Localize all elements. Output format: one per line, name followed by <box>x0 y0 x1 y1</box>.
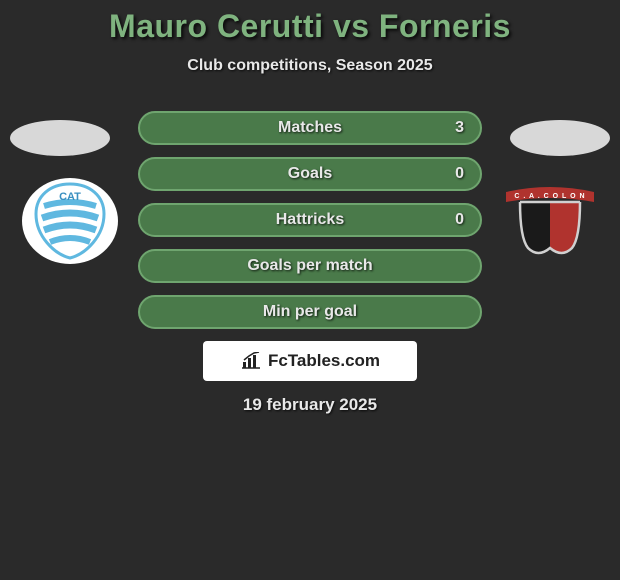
stat-row-goals-per-match: Goals per match <box>138 249 482 283</box>
stat-row-hattricks: Hattricks 0 <box>138 203 482 237</box>
stat-label: Goals <box>288 165 332 183</box>
stat-label: Hattricks <box>276 211 344 229</box>
club-badge-left: CAT <box>20 176 120 266</box>
comparison-card: Mauro Cerutti vs Forneris Club competiti… <box>0 0 620 415</box>
stat-value: 3 <box>455 119 464 137</box>
page-title: Mauro Cerutti vs Forneris <box>0 8 620 45</box>
player-photo-right <box>510 120 610 156</box>
stat-label: Min per goal <box>263 303 357 321</box>
stat-row-goals: Goals 0 <box>138 157 482 191</box>
stat-row-matches: Matches 3 <box>138 111 482 145</box>
subtitle: Club competitions, Season 2025 <box>0 57 620 75</box>
svg-text:C . A . C O L O N: C . A . C O L O N <box>514 193 585 200</box>
stat-value: 0 <box>455 165 464 183</box>
svg-text:CAT: CAT <box>59 191 81 203</box>
player-photo-left <box>10 120 110 156</box>
stat-label: Matches <box>278 119 342 137</box>
stat-value: 0 <box>455 211 464 229</box>
stats-list: Matches 3 Goals 0 Hattricks 0 Goals per … <box>138 111 482 329</box>
stat-row-min-per-goal: Min per goal <box>138 295 482 329</box>
chart-icon <box>240 352 262 370</box>
branding-badge: FcTables.com <box>203 341 417 381</box>
stat-label: Goals per match <box>247 257 372 275</box>
branding-text: FcTables.com <box>268 351 380 371</box>
club-badge-right: C . A . C O L O N <box>500 176 600 266</box>
date-text: 19 february 2025 <box>0 395 620 415</box>
